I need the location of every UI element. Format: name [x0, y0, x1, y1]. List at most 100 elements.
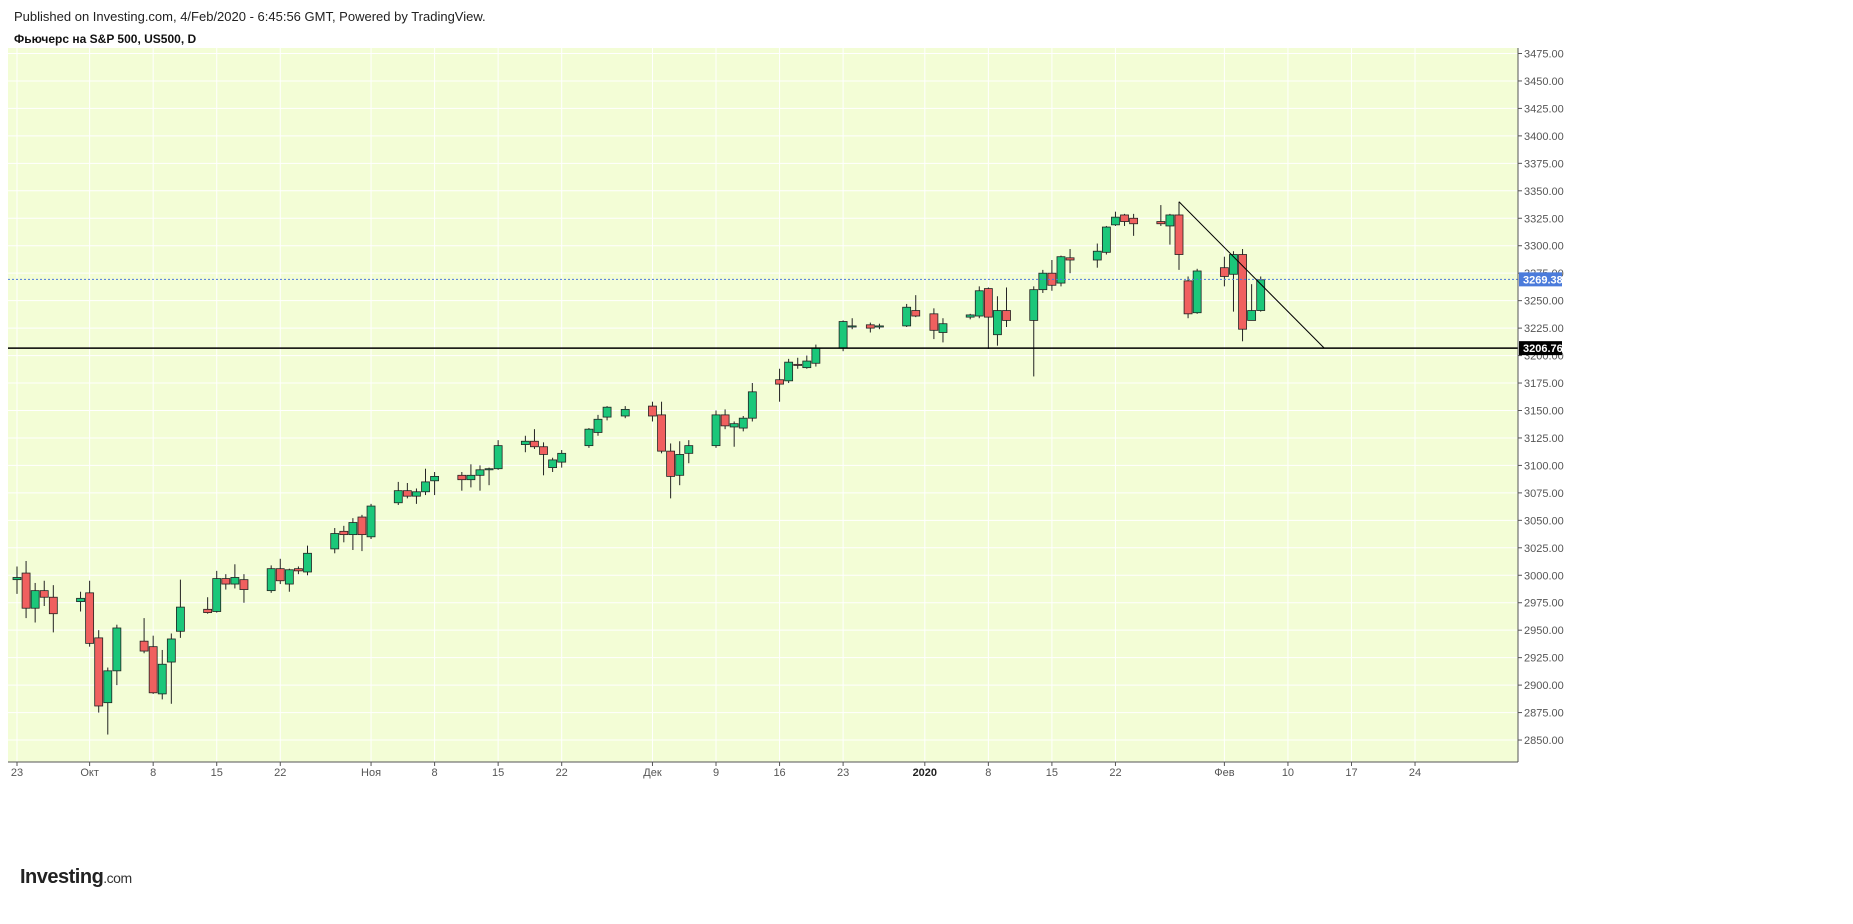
trendline — [1178, 201, 1325, 349]
candle — [1120, 213, 1129, 226]
candle — [620, 406, 630, 419]
x-tick-label: 9 — [713, 767, 719, 779]
candle-body-down — [983, 288, 993, 318]
candle — [157, 649, 167, 700]
candle — [421, 468, 430, 496]
candle-body-up — [711, 414, 721, 447]
x-tick-label: 24 — [1409, 767, 1421, 779]
candle-body-up — [684, 445, 694, 454]
candle-body-up — [284, 569, 294, 585]
y-tick-label: 2975.00 — [1524, 598, 1564, 610]
candle-body-down — [865, 324, 875, 329]
candle — [430, 472, 439, 496]
candle — [348, 518, 358, 550]
candle — [166, 633, 176, 704]
candle — [94, 630, 104, 713]
y-tick-label: 3125.00 — [1524, 433, 1564, 445]
candle — [12, 566, 22, 594]
x-tick-label: Окт — [80, 767, 99, 779]
candle — [675, 441, 685, 486]
chart-header: Published on Investing.com, 4/Feb/2020 -… — [14, 8, 1714, 48]
candle — [938, 318, 948, 343]
current-price-badge: 3269.38 — [1523, 274, 1563, 286]
candle — [230, 564, 240, 589]
candle-body-up — [620, 408, 630, 417]
candle — [993, 296, 1002, 346]
candle-body-up — [548, 459, 558, 469]
candle — [39, 580, 49, 607]
candle-body-up — [176, 606, 185, 632]
candle-body-up — [430, 475, 439, 482]
x-tick-label: 8 — [432, 767, 438, 779]
candle — [366, 503, 376, 540]
candle-body-down — [294, 568, 303, 572]
candle — [1247, 284, 1257, 321]
candle-body-up — [593, 418, 603, 433]
candle-body-up — [584, 428, 594, 447]
candle — [1165, 213, 1175, 245]
x-tick-label: 8 — [985, 767, 991, 779]
candle — [357, 514, 367, 552]
x-tick-label: 22 — [556, 767, 568, 779]
candle — [865, 322, 875, 333]
candle — [1174, 201, 1184, 270]
candle — [1092, 243, 1102, 268]
candle — [902, 303, 912, 328]
candle-body-up — [602, 406, 612, 418]
candle — [530, 429, 539, 449]
candle — [983, 287, 993, 349]
x-tick-label: Дек — [643, 767, 662, 779]
candle-body-down — [530, 440, 539, 448]
candle-body-down — [402, 490, 412, 497]
candle-body-up — [103, 670, 113, 704]
candle-body-up — [729, 423, 739, 428]
candle-body-up — [847, 325, 857, 328]
y-tick-label: 3250.00 — [1524, 296, 1564, 308]
candle — [711, 410, 721, 448]
candle-body-up — [157, 663, 167, 695]
y-tick-label: 3425.00 — [1524, 103, 1564, 115]
candle — [266, 565, 276, 593]
candle — [493, 440, 503, 470]
overlays — [8, 201, 1518, 349]
candle-body-down — [1129, 217, 1139, 225]
y-tick-label: 3450.00 — [1524, 76, 1564, 88]
logo-main: Investing — [20, 866, 104, 888]
y-tick-label: 3325.00 — [1524, 213, 1564, 225]
candle-body-up — [348, 522, 358, 536]
candle — [648, 401, 657, 422]
candle-body-down — [657, 414, 666, 452]
candle — [48, 585, 58, 633]
candle — [875, 323, 884, 330]
current-price-badge-bg — [1519, 272, 1562, 287]
x-tick-label: 22 — [1109, 767, 1121, 779]
candle-body-up — [30, 590, 40, 609]
x-tick-label: Ноя — [361, 767, 381, 779]
candle — [1101, 225, 1111, 255]
published-note: Published on Investing.com, 4/Feb/2020 -… — [14, 9, 486, 24]
candle-body-down — [1183, 280, 1193, 315]
candle-body-up — [784, 361, 794, 382]
candle — [412, 488, 421, 504]
candle-body-down — [48, 596, 58, 615]
candle-body-up — [1056, 256, 1066, 284]
candle-body-down — [21, 572, 31, 609]
candle — [720, 409, 730, 430]
candle — [466, 464, 476, 488]
candle-body-up — [875, 325, 884, 328]
y-tick-label: 3150.00 — [1524, 405, 1564, 417]
candle — [557, 450, 567, 468]
y-tick-label: 2850.00 — [1524, 735, 1564, 747]
candle-body-down — [793, 363, 803, 366]
x-tick-label: 23 — [837, 767, 849, 779]
candle — [1002, 287, 1011, 328]
candle — [212, 570, 222, 613]
candle-body-down — [1219, 267, 1229, 277]
candle — [339, 525, 349, 543]
candle — [1219, 256, 1229, 287]
candle-body-down — [239, 579, 249, 590]
x-tick-label: 10 — [1282, 767, 1294, 779]
candle-body-down — [457, 474, 467, 481]
y-tick-label: 3400.00 — [1524, 131, 1564, 143]
